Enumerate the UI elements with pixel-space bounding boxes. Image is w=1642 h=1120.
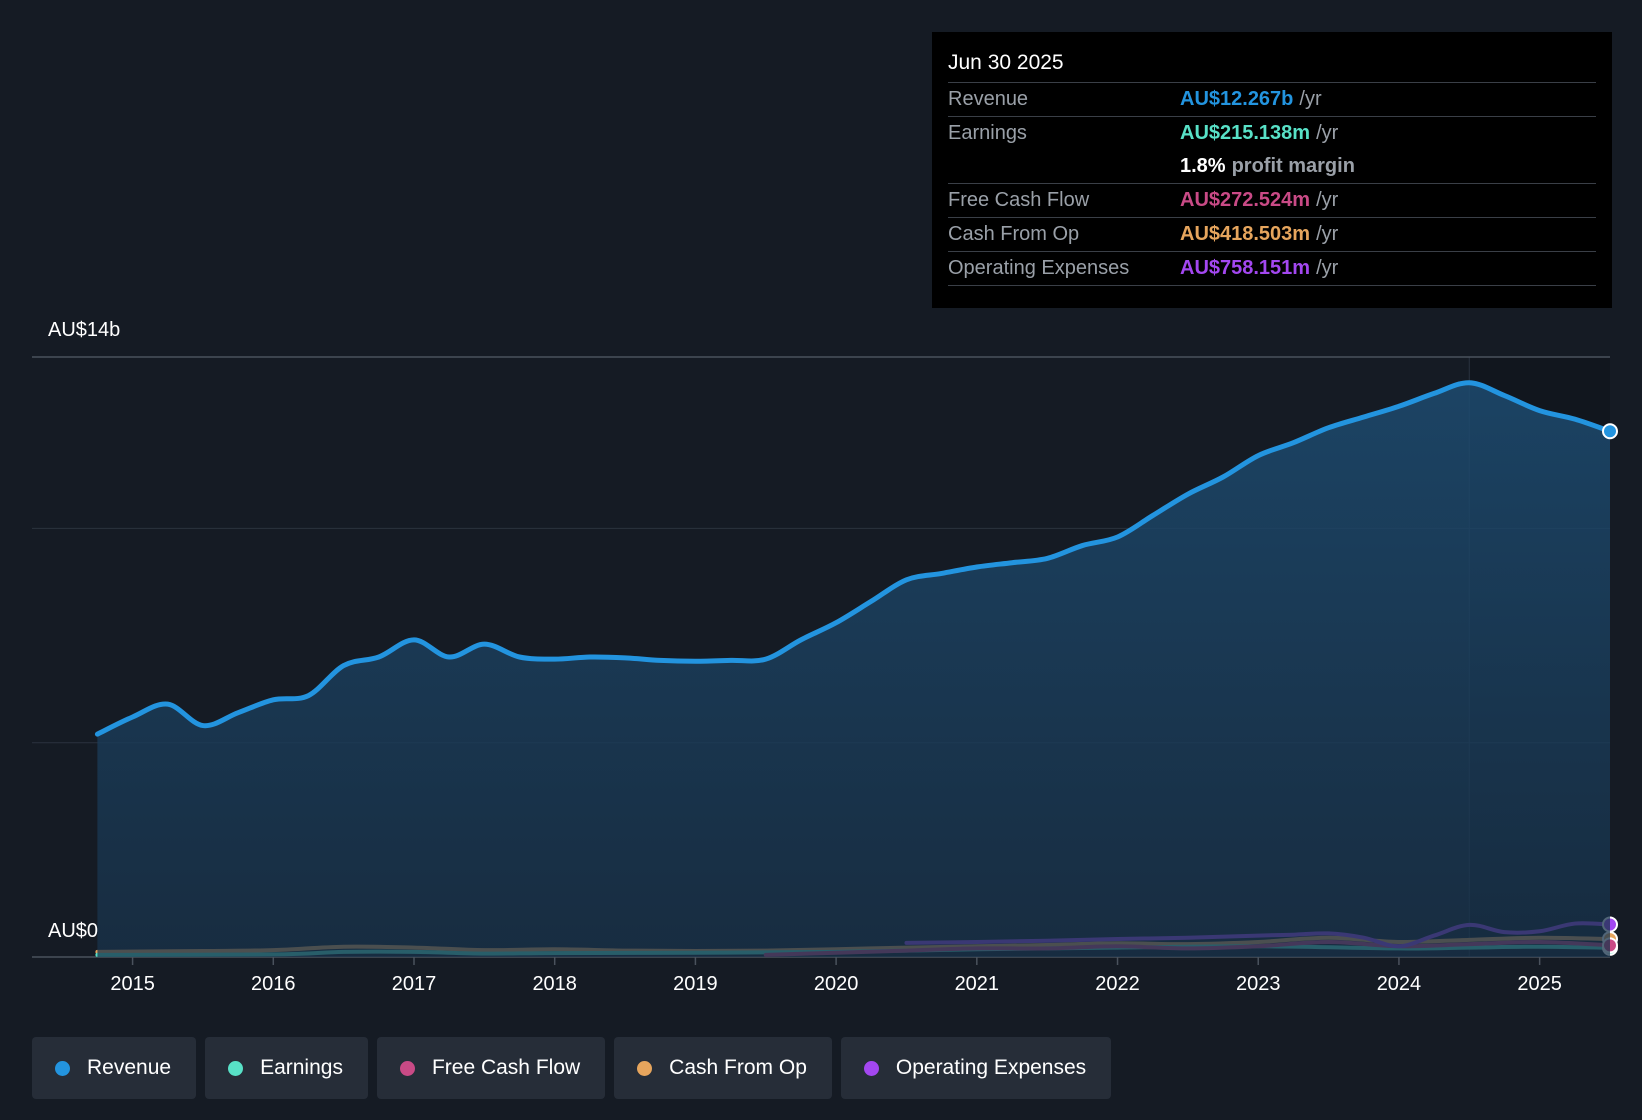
tooltip-value: AU$12.267b [1180,88,1294,110]
tooltip-unit: /yr [1316,223,1339,245]
x-tick-label: 2025 [1517,973,1562,995]
tooltip-value: AU$418.503m [1180,223,1311,245]
tooltip-label: Operating Expenses [948,257,1130,279]
tooltip: Jun 30 2025 Revenue AU$12.267b/yr Earnin… [932,32,1612,308]
tooltip-value: AU$272.524m [1180,189,1311,211]
legend-label: Cash From Op [669,1056,807,1079]
tooltip-unit: /yr [1316,122,1339,144]
tooltip-row-revenue: Revenue AU$12.267b/yr [948,83,1596,117]
legend: Revenue Earnings Free Cash Flow Cash Fro… [32,1037,1112,1099]
legend-dot-icon [399,1060,415,1076]
legend-dot-icon [55,1060,70,1076]
x-tick-label: 2015 [110,973,155,995]
legend-dot-icon [863,1060,879,1076]
legend-item-earnings[interactable]: Earnings [205,1037,368,1099]
legend-label: Operating Expenses [895,1056,1087,1079]
legend-item-operating-expenses[interactable]: Operating Expenses [840,1037,1112,1099]
legend-item-free-cash-flow[interactable]: Free Cash Flow [376,1037,606,1099]
tooltip-row-opex: Operating Expenses AU$758.151m/yr [948,252,1596,286]
tooltip-label: Revenue [948,88,1029,110]
chart: 2015 2016 2017 2018 2019 2020 2021 2022 2023 2024… [32,356,1618,995]
tooltip-row-earnings: Earnings AU$215.138m/yr [948,117,1596,150]
x-tick-label: 2021 [955,973,1000,995]
tooltip-label: Free Cash Flow [948,189,1090,211]
legend-item-revenue[interactable]: Revenue [32,1037,197,1099]
tooltip-unit: /yr [1316,189,1339,211]
legend-dot-icon [637,1060,653,1076]
x-tick-label: 2022 [1095,973,1140,995]
legend-dot-icon [228,1060,244,1076]
x-tick-label: 2024 [1377,973,1422,995]
x-tick-label: 2017 [392,973,437,995]
tooltip-value: AU$758.151m [1180,257,1311,279]
tooltip-unit: /yr [1316,257,1339,279]
tooltip-row-cfo: Cash From Op AU$418.503m/yr [948,218,1596,252]
y-axis-top-label: AU$14b [48,319,121,341]
tooltip-row-fcf: Free Cash Flow AU$272.524m/yr [948,184,1596,218]
revenue-line [94,380,1613,737]
legend-item-cash-from-op[interactable]: Cash From Op [614,1037,832,1099]
y-axis-bottom-label: AU$0 [48,920,99,942]
tooltip-label: Cash From Op [948,223,1080,245]
tooltip-value: AU$215.138m [1180,122,1311,144]
tooltip-date: Jun 30 2025 [948,48,1596,83]
x-tick-label: 2019 [673,973,718,995]
tooltip-row-margin: 1.8% profit margin [948,150,1596,184]
legend-label: Free Cash Flow [431,1056,581,1079]
x-tick-label: 2020 [814,973,859,995]
legend-label: Revenue [87,1056,172,1079]
x-tick-label: 2016 [251,973,296,995]
profit-margin-text: profit margin [1231,155,1355,177]
tooltip-unit: /yr [1299,88,1322,110]
legend-label: Earnings [260,1056,343,1079]
revenue-end-marker [1602,423,1618,440]
x-tick-label: 2018 [532,973,577,995]
tooltip-label: Earnings [948,122,1027,144]
x-tick-label: 2023 [1236,973,1281,995]
revenue-area [97,382,1610,957]
profit-margin-value: 1.8% [1180,155,1226,177]
